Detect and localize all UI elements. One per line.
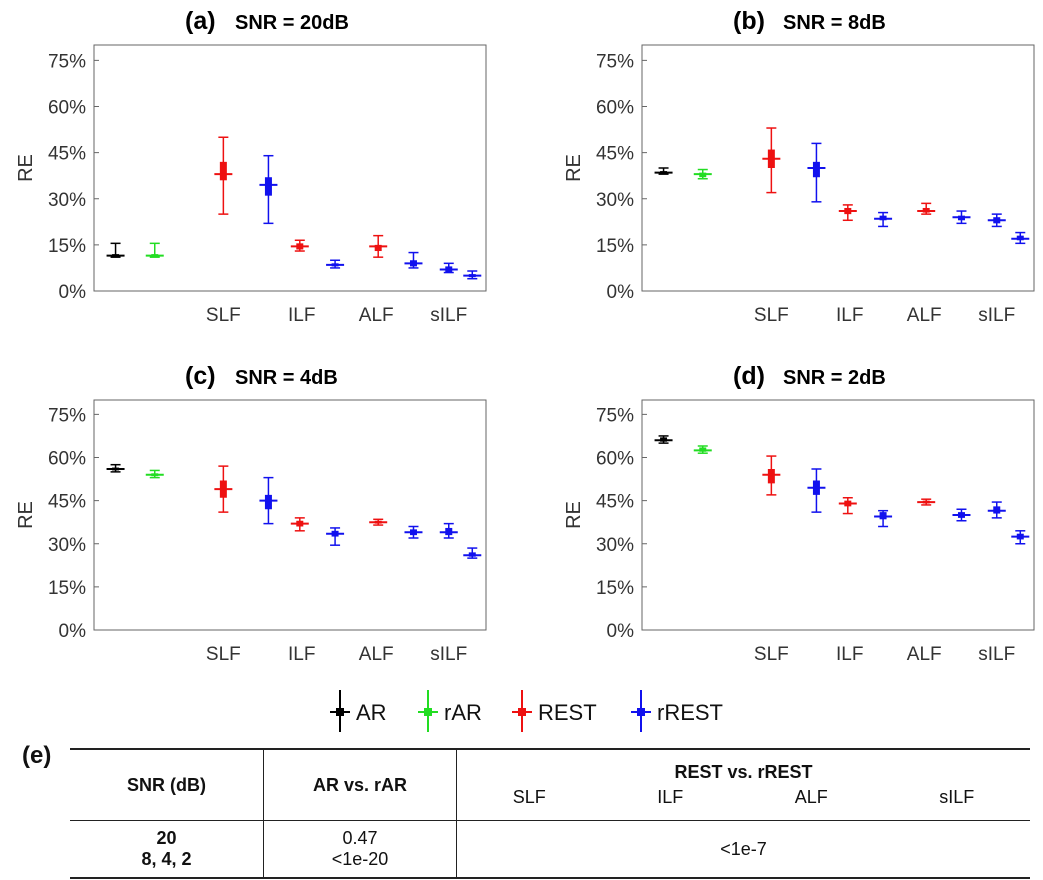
- y-tick-label: 75%: [48, 405, 86, 426]
- results-table-panel: SNR (dB) AR vs. rAR REST vs. rREST SLF I…: [70, 748, 1030, 879]
- x-tick-label: ALF: [359, 305, 394, 326]
- y-tick-label: 75%: [596, 51, 634, 72]
- y-tick-label: 60%: [596, 98, 634, 119]
- results-table: SNR (dB) AR vs. rAR REST vs. rREST SLF I…: [70, 748, 1030, 879]
- y-tick-label: 30%: [596, 535, 634, 556]
- subheader-slf: SLF: [512, 787, 546, 807]
- legend-label: rAR: [444, 700, 482, 725]
- y-tick-label: 30%: [48, 535, 86, 556]
- y-tick-label: 0%: [59, 282, 87, 303]
- chart-title: SNR = 2dB: [783, 367, 886, 389]
- y-tick-label: 0%: [607, 282, 635, 303]
- plot-frame: [641, 399, 1035, 631]
- chart-title: SNR = 4dB: [235, 367, 338, 389]
- y-tick-label: 15%: [48, 236, 86, 257]
- figure: (a) SNR = 20dB RE 0% 15% 30% 45% 60% 75% SLF ILF AL…: [15, 7, 1035, 732]
- snr-row-1: 20: [156, 828, 177, 848]
- y-tick-label: 0%: [59, 621, 87, 642]
- y-tick-label: 15%: [596, 236, 634, 257]
- panel-label: (a): [185, 7, 216, 35]
- y-tick-label: 15%: [596, 578, 634, 599]
- x-tick-label: SLF: [754, 644, 789, 665]
- x-tick-label: sILF: [978, 305, 1015, 326]
- x-tick-label: SLF: [206, 305, 241, 326]
- x-tick-label: sILF: [978, 644, 1015, 665]
- ar-values: 0.47 <1e-20: [263, 820, 457, 879]
- chart-panel: (c) SNR = 4dB RE 0% 15% 30% 45% 60% 75% SLF ILF ALF…: [15, 362, 487, 665]
- panel-label: (b): [733, 7, 765, 35]
- x-tick-label: ALF: [907, 305, 942, 326]
- subheader-ilf: ILF: [657, 787, 684, 807]
- snr-values: 20 8, 4, 2: [70, 820, 264, 879]
- box-body: [264, 494, 272, 510]
- y-tick-label: 15%: [48, 578, 86, 599]
- x-tick-label: SLF: [754, 305, 789, 326]
- legend-label: rREST: [657, 700, 723, 725]
- box-body: [264, 177, 272, 196]
- x-tick-label: ILF: [836, 644, 863, 665]
- x-tick-label: ILF: [288, 305, 315, 326]
- x-tick-label: ALF: [359, 644, 394, 665]
- y-tick-label: 45%: [48, 492, 86, 513]
- y-tick-label: 30%: [596, 190, 634, 211]
- y-axis-label: RE: [15, 501, 37, 529]
- y-tick-label: 60%: [596, 449, 634, 470]
- panel-label: (c): [185, 362, 216, 390]
- x-tick-label: ILF: [288, 644, 315, 665]
- header-rest-vs-rrest: REST vs. rREST: [674, 762, 813, 782]
- chart-panel: (d) SNR = 2dB RE 0% 15% 30% 45% 60% 75% SLF ILF ALF…: [563, 362, 1035, 665]
- x-tick-label: ALF: [907, 644, 942, 665]
- y-tick-label: 0%: [607, 621, 635, 642]
- y-tick-label: 75%: [596, 405, 634, 426]
- plot-frame: [93, 399, 487, 631]
- ar-row-1: 0.47: [342, 828, 378, 848]
- chart-title: SNR = 20dB: [235, 12, 349, 34]
- plot-frame: [641, 44, 1035, 292]
- snr-row-2: 8, 4, 2: [141, 849, 192, 869]
- plot-frame: [93, 44, 487, 292]
- table-label: (e): [22, 742, 52, 769]
- y-tick-label: 60%: [48, 98, 86, 119]
- y-tick-label: 45%: [596, 492, 634, 513]
- box-body: [767, 469, 775, 484]
- y-tick-label: 45%: [596, 144, 634, 165]
- box-body: [812, 161, 820, 178]
- y-tick-label: 75%: [48, 51, 86, 72]
- box-body: [374, 244, 382, 252]
- x-tick-label: sILF: [430, 644, 467, 665]
- chart-panel: (b) SNR = 8dB RE 0% 15% 30% 45% 60% 75% SLF ILF ALF…: [563, 7, 1035, 326]
- x-tick-label: sILF: [430, 305, 467, 326]
- rest-value: <1e-7: [456, 820, 1030, 879]
- panel-label: (d): [733, 362, 765, 390]
- y-axis-label: RE: [563, 154, 585, 182]
- legend-label: AR: [356, 700, 387, 725]
- header-ar-vs-rar: AR vs. rAR: [263, 748, 457, 821]
- y-axis-label: RE: [563, 501, 585, 529]
- y-tick-label: 30%: [48, 190, 86, 211]
- subheader-silf: sILF: [939, 787, 975, 807]
- y-tick-label: 45%: [48, 144, 86, 165]
- chart-title: SNR = 8dB: [783, 12, 886, 34]
- ar-row-2: <1e-20: [331, 849, 389, 869]
- x-tick-label: ILF: [836, 305, 863, 326]
- subheader-alf: ALF: [794, 787, 828, 807]
- y-axis-label: RE: [15, 154, 37, 182]
- legend-label: REST: [538, 700, 597, 725]
- y-tick-label: 60%: [48, 449, 86, 470]
- header-snr: SNR (dB): [70, 748, 264, 821]
- box-body: [219, 161, 227, 181]
- chart-panel: (a) SNR = 20dB RE 0% 15% 30% 45% 60% 75% SLF ILF AL…: [15, 7, 487, 326]
- x-tick-label: SLF: [206, 644, 241, 665]
